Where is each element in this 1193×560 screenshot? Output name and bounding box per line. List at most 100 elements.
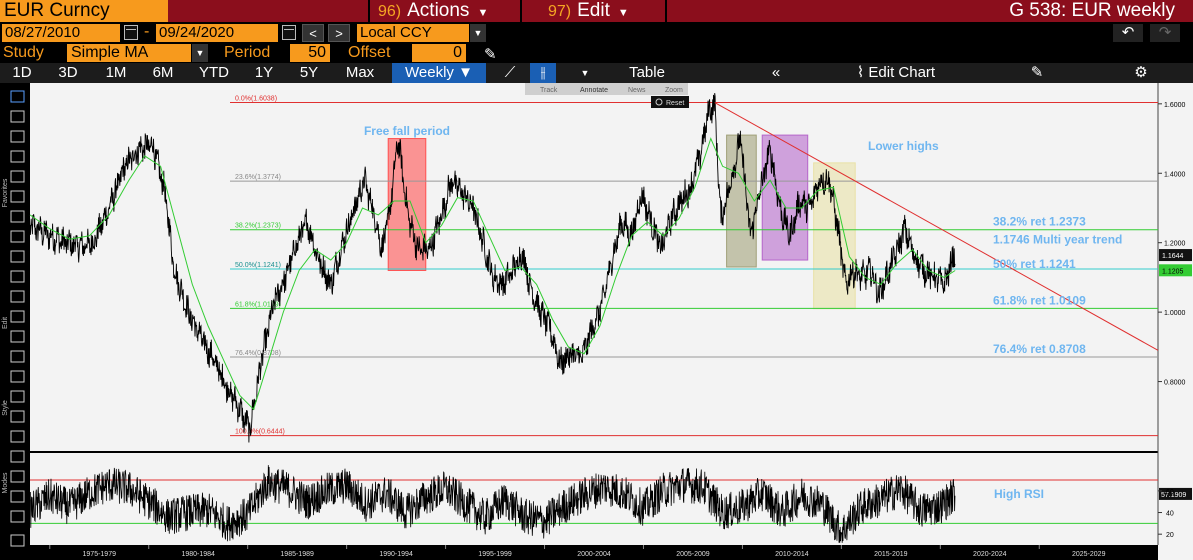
period-1d[interactable]: 1D (12, 64, 32, 81)
chart-area: Favorites Edit Style Modes 0.0%(1.6038) 23.6… (0, 83, 1193, 560)
reset-icon (655, 98, 663, 106)
price-panel[interactable] (30, 83, 1158, 451)
rsi-current-tag: 57.1909 (1161, 492, 1186, 499)
rsi-tick-label-0: 20 (1166, 532, 1174, 539)
offset-field[interactable]: 0 (412, 44, 466, 62)
y-tick-label-4: 1.6000 (1164, 102, 1186, 109)
ticker-field[interactable]: EUR Curncy (0, 0, 168, 22)
currency-select[interactable]: Local CCY (357, 24, 469, 42)
x-tick-label-5: 2000-2004 (577, 551, 611, 558)
eur-weekly-chart: Favorites Edit Style Modes 0.0%(1.6038) 23.6… (0, 83, 1193, 560)
edit-chart-label: Edit Chart (868, 64, 936, 81)
calendar-icon[interactable] (124, 25, 138, 40)
crosshair-icon (10, 150, 25, 163)
rsi-panel[interactable] (30, 453, 1158, 545)
chevron-down-icon: ▼ (458, 64, 473, 81)
x-tick-label-6: 2005-2009 (676, 551, 710, 558)
x-tick-label-3: 1990-1994 (379, 551, 413, 558)
reset-button[interactable]: Reset (666, 100, 684, 107)
channel-icon (10, 290, 25, 303)
pencil-icon[interactable]: ✎ (484, 46, 497, 63)
period-1y[interactable]: 1Y (254, 64, 274, 81)
fib-annotation-0: 38.2% ret 1.2373 (993, 215, 1086, 229)
period-max[interactable]: Max (345, 64, 375, 81)
fib-label-4: 61.8%(1.0109) (235, 301, 281, 308)
text-icon (10, 170, 25, 183)
chevron-down-icon[interactable]: ▼ (192, 44, 208, 62)
study-bar: Study Simple MA ▼ Period 50 Offset 0 ✎ (0, 43, 1193, 63)
calendar-icon[interactable] (282, 25, 296, 40)
price-tag-1: 1.1205 (1162, 268, 1184, 275)
period-ytd[interactable]: YTD (199, 64, 229, 81)
rsi-tick-label-2: 60 (1166, 489, 1174, 496)
chevron-down-icon: ▼ (617, 7, 629, 19)
x-tick-label-0: 1975-1979 (83, 551, 117, 558)
offset-label: Offset (348, 44, 391, 61)
mini-tool-annotate[interactable]: Annotate (580, 87, 608, 94)
trendline-annotation: 1.1746 Multi year trend (993, 233, 1122, 247)
period-6m[interactable]: 6M (152, 64, 174, 81)
line-icon (10, 230, 25, 243)
separator (368, 0, 370, 22)
pointer-icon (10, 90, 25, 103)
drawing-tools (10, 90, 25, 547)
mini-tool-news[interactable]: News (628, 87, 646, 94)
rsi-annotation: High RSI (994, 487, 1044, 501)
period-3d[interactable]: 3D (58, 64, 78, 81)
annotate-icon[interactable]: ✎ (1030, 64, 1044, 81)
study-label: Study (3, 44, 44, 61)
frequency-select[interactable]: Weekly ▼ (392, 63, 486, 83)
x-tick-label-4: 1995-1999 (478, 551, 512, 558)
study-select[interactable]: Simple MA (67, 44, 191, 62)
period-5y[interactable]: 5Y (299, 64, 319, 81)
chart-icon: ⌇ (856, 64, 865, 81)
hline-icon (10, 270, 25, 283)
next-period-button[interactable]: > (328, 24, 350, 42)
free-fall-annotation: Free fall period (364, 124, 450, 138)
mini-tool-track[interactable]: Track (540, 87, 558, 94)
fib-annotation-2: 61.8% ret 1.0109 (993, 293, 1086, 307)
mini-tool-zoom[interactable]: Zoom (665, 87, 683, 94)
chevron-down-icon[interactable]: ▼ (580, 68, 590, 78)
start-date-field[interactable]: 08/27/2010 (2, 24, 120, 42)
trendline (714, 102, 1159, 351)
edit-label: Edit (577, 0, 610, 21)
select-icon (10, 370, 25, 383)
separator (520, 0, 522, 22)
table-button[interactable]: Table (629, 64, 665, 81)
redo-icon[interactable]: ↷ (1150, 24, 1180, 42)
move-icon (10, 350, 25, 363)
date-separator: - (144, 23, 150, 40)
prev-period-button[interactable]: < (302, 24, 324, 42)
period-field[interactable]: 50 (290, 44, 330, 62)
edit-chart-button[interactable]: ⌇ Edit Chart (836, 63, 956, 83)
y-tick-label-1: 1.0000 (1164, 310, 1186, 317)
fork-icon (10, 190, 25, 203)
y-tick-label-0: 0.8000 (1164, 380, 1186, 387)
chevron-down-icon[interactable]: ▼ (470, 24, 486, 42)
price-tag-0: 1.1644 (1162, 253, 1184, 260)
collapse-icon[interactable]: « (771, 64, 781, 81)
x-tick-label-9: 2020-2024 (973, 551, 1007, 558)
rsi-series-line (29, 465, 956, 543)
square-icon (10, 430, 25, 443)
side-tab-edit: Edit (2, 317, 9, 329)
actions-label: Actions (407, 0, 470, 21)
gear-icon[interactable]: ⚙ (1134, 64, 1148, 81)
pencil-icon (10, 410, 25, 423)
measure-icon (10, 310, 25, 323)
side-tabs: Favorites Edit Style Modes (2, 178, 9, 493)
trash-icon (10, 390, 25, 403)
period-1m[interactable]: 1M (105, 64, 127, 81)
undo-icon[interactable]: ↶ (1113, 24, 1143, 42)
x-tick-label-8: 2015-2019 (874, 551, 908, 558)
price-tag-bg-1 (1159, 264, 1192, 277)
actions-menu[interactable]: 96) Actions ▼ (378, 0, 488, 22)
y-tick-label-3: 1.4000 (1164, 171, 1186, 178)
line-chart-icon[interactable]: ⟋ (504, 64, 516, 81)
edit-menu[interactable]: 97) Edit ▼ (548, 0, 629, 22)
end-date-field[interactable]: 09/24/2020 (156, 24, 278, 42)
mini-toolbar: Track Annotate News Zoom Reset (525, 83, 689, 108)
hatch-icon (10, 450, 25, 463)
bar-chart-icon[interactable]: ⫲ (530, 63, 556, 83)
